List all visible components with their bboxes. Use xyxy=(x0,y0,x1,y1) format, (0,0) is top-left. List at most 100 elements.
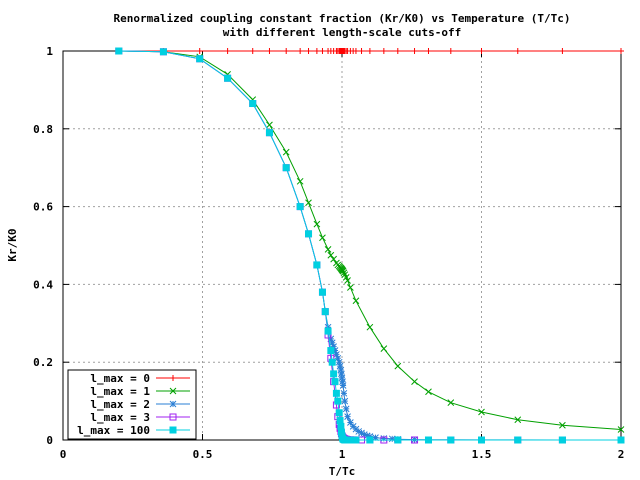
x-tick-label: 1 xyxy=(339,448,346,461)
data-point xyxy=(339,378,346,386)
series-line xyxy=(118,50,621,441)
data-point xyxy=(366,48,373,54)
data-point xyxy=(249,48,256,54)
data-point xyxy=(324,246,332,253)
data-point xyxy=(366,436,374,444)
data-point xyxy=(352,48,359,54)
legend-label: l_max = 1 xyxy=(90,385,150,398)
data-point xyxy=(366,323,374,331)
data-point xyxy=(394,436,402,444)
data-point xyxy=(328,358,336,366)
data-point xyxy=(321,308,329,316)
data-point xyxy=(327,347,335,355)
data-point xyxy=(514,48,521,54)
data-point xyxy=(355,428,363,435)
data-point xyxy=(296,203,304,211)
y-tick-label: 0.6 xyxy=(33,201,53,214)
series-layer xyxy=(115,47,625,444)
data-point xyxy=(380,435,388,442)
x-tick-label: 1.5 xyxy=(472,448,492,461)
data-point xyxy=(313,48,320,54)
data-point xyxy=(447,399,455,407)
data-point xyxy=(328,339,336,347)
data-point xyxy=(283,48,290,54)
data-point xyxy=(330,370,338,378)
data-point xyxy=(336,417,344,425)
data-point xyxy=(282,164,290,172)
y-tick-label: 0 xyxy=(46,434,53,447)
chart-title: Renormalized coupling constant fraction … xyxy=(114,12,571,25)
data-point xyxy=(335,358,343,366)
data-point xyxy=(313,261,321,269)
data-point xyxy=(478,436,485,444)
y-axis-label: Kr/K0 xyxy=(6,228,19,261)
data-point xyxy=(333,351,340,358)
data-point xyxy=(319,48,326,54)
data-point xyxy=(344,413,351,421)
data-point xyxy=(337,422,345,430)
data-point xyxy=(169,400,177,408)
x-tick-label: 2 xyxy=(618,448,625,461)
data-point xyxy=(411,48,418,54)
data-point xyxy=(324,323,332,331)
y-tick-label: 0.8 xyxy=(33,123,53,136)
data-point xyxy=(266,121,273,129)
data-point xyxy=(425,48,432,54)
data-point xyxy=(330,343,337,350)
data-point xyxy=(342,405,350,413)
data-point xyxy=(335,409,343,417)
data-point xyxy=(366,433,374,440)
data-point xyxy=(319,234,326,242)
data-point xyxy=(305,199,312,207)
data-point xyxy=(337,366,345,374)
data-point xyxy=(478,408,485,416)
data-point xyxy=(394,362,402,370)
data-point xyxy=(296,177,304,185)
data-point xyxy=(331,347,339,354)
data-point xyxy=(411,378,418,386)
data-point xyxy=(338,370,345,378)
data-point xyxy=(266,48,273,54)
data-point xyxy=(344,277,351,284)
data-point xyxy=(425,388,432,396)
y-tick-label: 0.4 xyxy=(33,278,53,291)
data-point xyxy=(338,374,346,382)
data-point xyxy=(358,429,365,437)
data-point xyxy=(352,436,360,444)
data-point xyxy=(282,148,290,156)
y-tick-label: 0.2 xyxy=(33,356,53,369)
data-point xyxy=(196,48,203,54)
data-point xyxy=(358,48,365,54)
data-point xyxy=(334,397,342,405)
data-point xyxy=(305,230,313,238)
data-point xyxy=(347,419,354,426)
data-point xyxy=(170,375,176,381)
data-point xyxy=(339,382,347,389)
legend-label: l_max = 100 xyxy=(77,424,150,437)
data-point xyxy=(327,251,335,259)
data-point xyxy=(313,220,321,228)
data-point xyxy=(347,284,354,291)
data-point xyxy=(224,48,231,54)
data-point xyxy=(380,48,387,54)
data-point xyxy=(559,48,566,54)
legend-label: l_max = 3 xyxy=(90,411,150,424)
data-point xyxy=(558,436,566,444)
data-point xyxy=(352,297,360,305)
data-point xyxy=(331,378,339,386)
data-point xyxy=(617,426,625,433)
data-point xyxy=(617,436,625,444)
legend-label: l_max = 2 xyxy=(90,398,150,411)
y-tick-label: 1 xyxy=(46,45,53,58)
data-point xyxy=(559,421,566,429)
data-point xyxy=(372,434,379,442)
data-point xyxy=(363,432,371,440)
data-point xyxy=(388,435,396,443)
x-tick-label: 0 xyxy=(60,448,67,461)
x-axis-label: T/Tc xyxy=(329,465,356,478)
data-point xyxy=(115,47,123,55)
data-point xyxy=(514,416,522,424)
data-point xyxy=(159,48,167,56)
series-0 xyxy=(115,48,624,54)
